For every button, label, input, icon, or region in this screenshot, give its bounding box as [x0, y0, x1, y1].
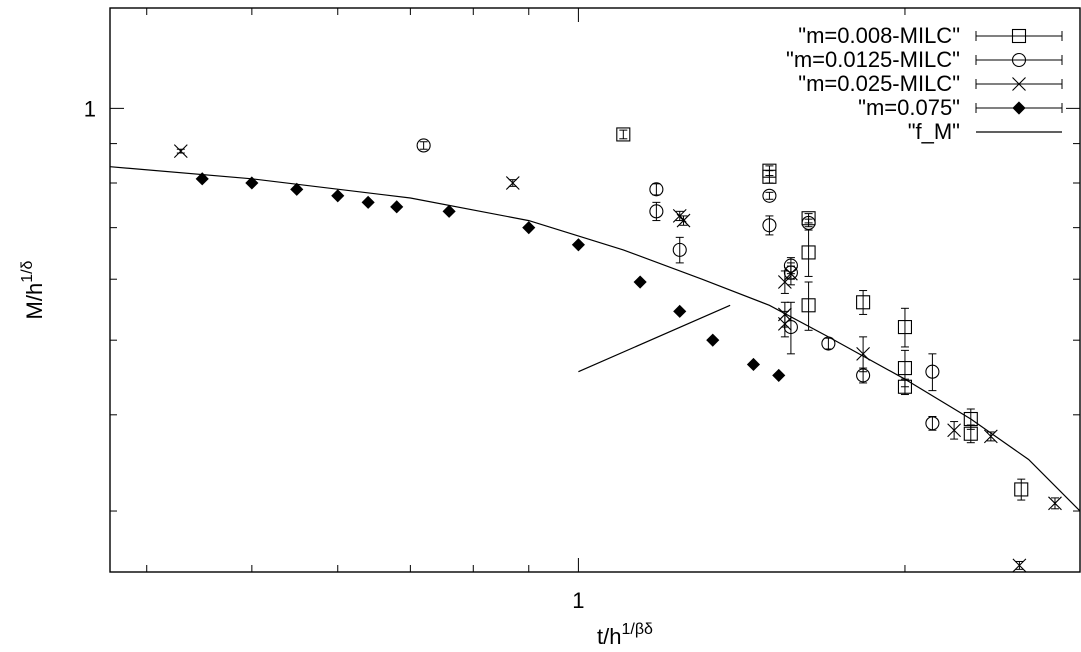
data-layer — [109, 127, 1081, 573]
series-1 — [416, 138, 940, 431]
circle-marker — [801, 215, 816, 230]
square-marker — [856, 295, 871, 310]
square-marker — [762, 169, 777, 184]
series-2 — [173, 144, 1062, 573]
cross-marker — [676, 213, 691, 228]
circle-marker — [925, 416, 940, 431]
legend: "m=0.008-MILC""m=0.0125-MILC""m=0.025-MI… — [786, 23, 1063, 144]
diamond-marker — [746, 357, 761, 372]
circle-marker — [762, 188, 777, 203]
diamond-marker — [772, 368, 786, 382]
fit-curve-segment — [578, 304, 731, 373]
square-marker — [1011, 28, 1027, 44]
diamond-marker — [331, 189, 345, 203]
diamond-marker — [390, 200, 404, 214]
diamond-marker — [522, 221, 536, 235]
legend-label: "m=0.075" — [858, 95, 960, 120]
legend-label: "f_M" — [908, 119, 960, 144]
cross-marker — [1012, 77, 1026, 91]
square-marker — [963, 426, 978, 441]
cross-marker — [777, 316, 792, 331]
cross-marker — [1048, 496, 1062, 511]
legend-label: "m=0.025-MILC" — [798, 71, 960, 96]
diamond-marker — [361, 195, 375, 209]
legend-label: "m=0.0125-MILC" — [786, 47, 960, 72]
square-marker — [897, 361, 913, 376]
cross-marker — [1012, 558, 1027, 573]
circle-marker — [416, 138, 431, 153]
diamond-marker — [195, 172, 209, 186]
axis-ticks: 11 — [84, 8, 1080, 613]
x-tick-label: 1 — [572, 588, 584, 613]
cross-marker — [173, 144, 188, 159]
diamond-marker — [706, 333, 720, 347]
cross-marker — [777, 275, 792, 289]
diamond-marker — [290, 182, 304, 196]
series-3 — [195, 172, 786, 382]
axis-labels: t/h1/βδ M/h1/δ — [19, 260, 653, 649]
cross-marker — [947, 423, 962, 438]
circle-marker — [672, 242, 687, 257]
square-marker — [897, 320, 913, 335]
diamond-marker — [673, 304, 687, 318]
diamond-marker — [245, 176, 259, 190]
cross-marker — [983, 429, 998, 444]
square-marker — [801, 245, 816, 260]
diamond-marker — [633, 275, 647, 289]
y-tick-label: 1 — [84, 96, 96, 121]
circle-marker — [925, 364, 940, 379]
series-4 — [109, 166, 1081, 512]
y-axis-label: M/h1/δ — [19, 260, 47, 319]
plot-frame — [109, 7, 1081, 573]
cross-marker — [505, 176, 520, 190]
square-marker — [897, 379, 913, 394]
diamond-marker — [571, 238, 585, 252]
square-marker — [801, 298, 816, 313]
diamond-marker — [1012, 101, 1026, 115]
square-marker — [1014, 482, 1029, 497]
x-axis-label: t/h1/βδ — [597, 621, 653, 649]
circle-marker — [1011, 52, 1027, 68]
legend-label: "m=0.008-MILC" — [798, 23, 960, 48]
circle-marker — [649, 204, 664, 219]
circle-marker — [762, 218, 777, 233]
diamond-marker — [442, 204, 456, 218]
cross-marker — [784, 266, 798, 281]
circle-marker — [649, 182, 664, 197]
square-marker — [616, 127, 631, 142]
fit-curve — [109, 166, 1081, 512]
